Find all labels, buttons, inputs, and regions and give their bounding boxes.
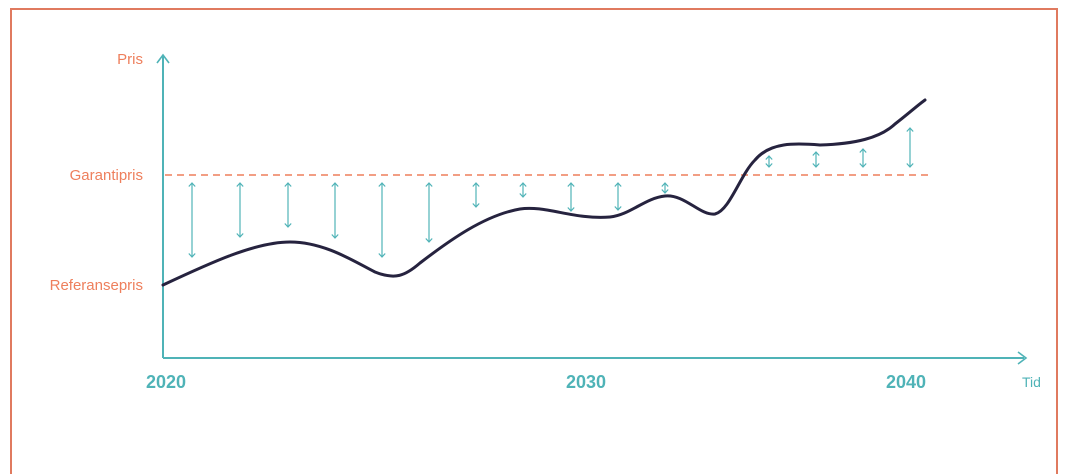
x-axis-arrow-icon: [1017, 351, 1028, 365]
guarantee-price-label: Garantipris: [70, 167, 143, 184]
reference-price-label: Referansepris: [50, 277, 143, 294]
x-tick-2040: 2040: [886, 372, 926, 392]
x-tick-2030: 2030: [566, 372, 606, 392]
diagram-frame: [10, 8, 1058, 474]
x-axis-label: Tid: [1022, 374, 1041, 390]
y-axis-arrow-icon: [156, 53, 170, 64]
reference-price-curve: [161, 98, 927, 287]
x-tick-2020: 2020: [146, 372, 186, 392]
y-axis-label: Pris: [117, 51, 143, 68]
difference-arrows: [188, 127, 914, 258]
